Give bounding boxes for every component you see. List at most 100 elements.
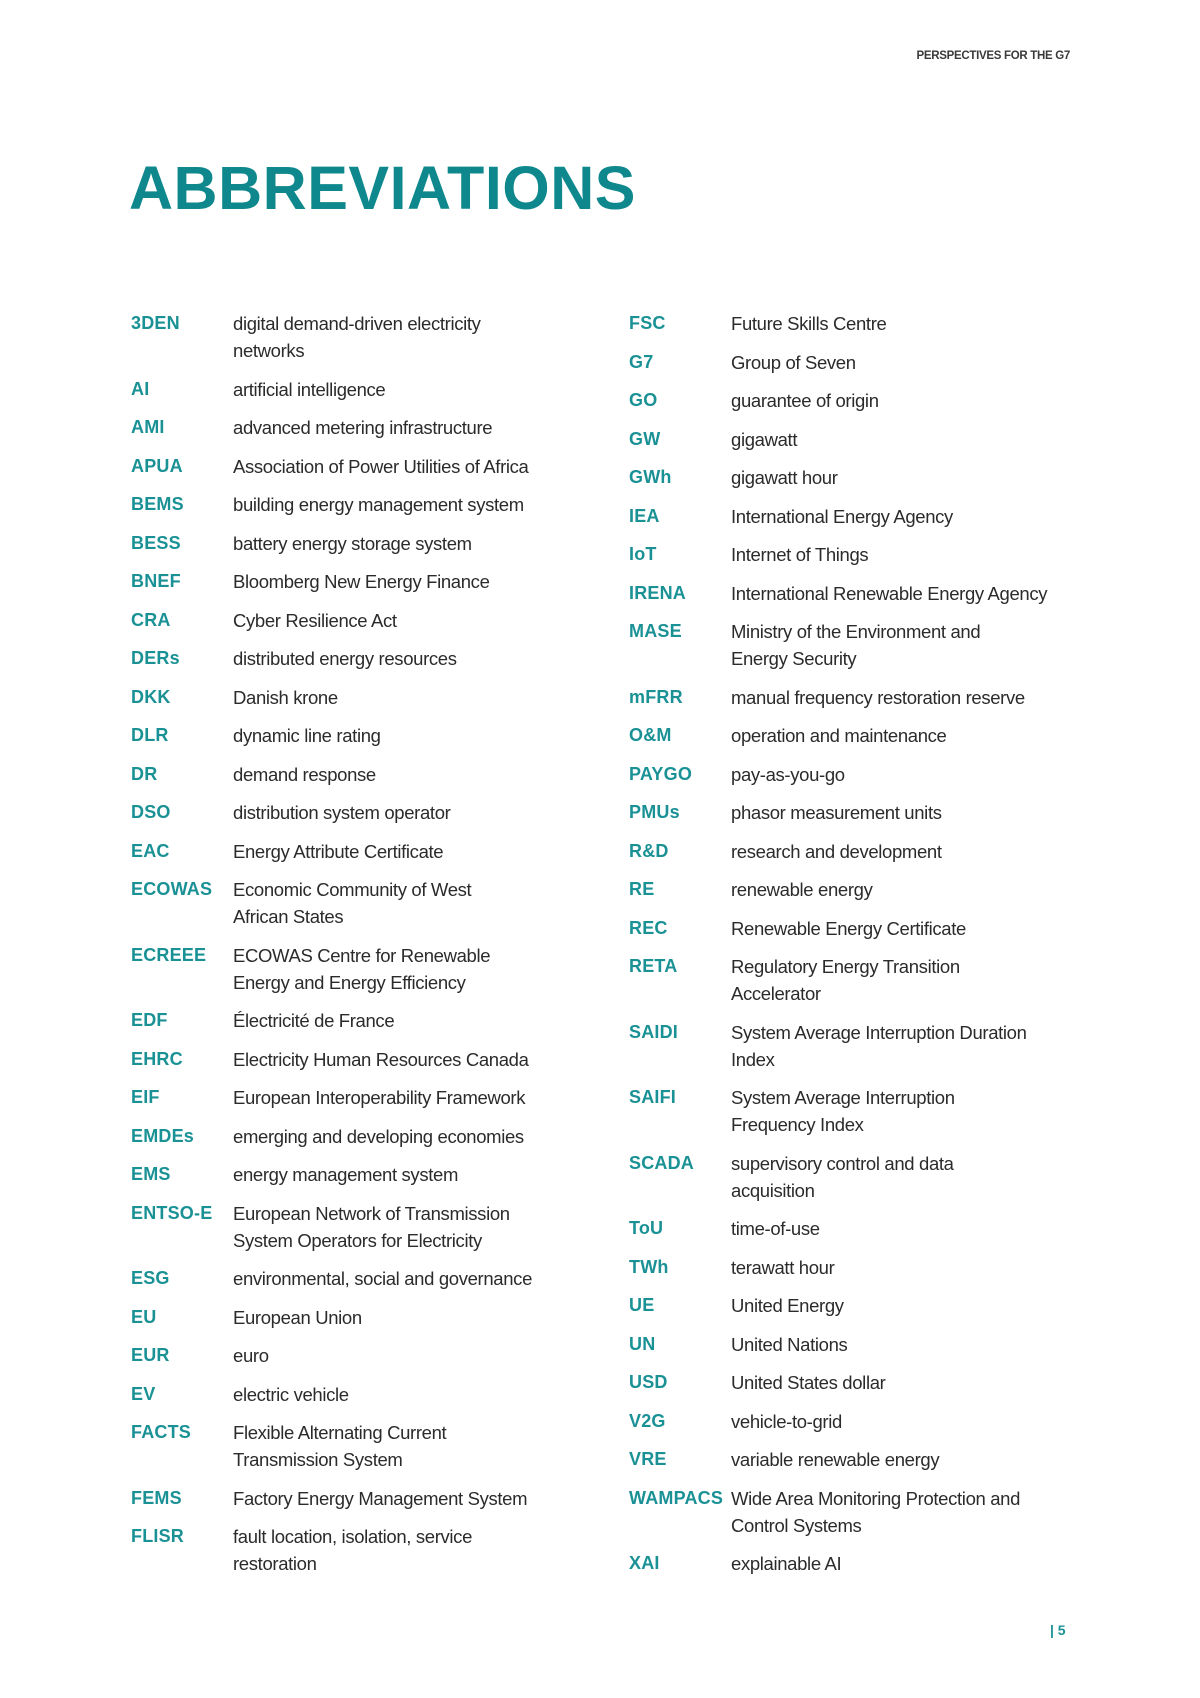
abbreviation-entry: ESG environmental, social and governance <box>131 1265 611 1292</box>
abbreviation-definition: ECOWAS Centre for Renewable Energy and E… <box>233 944 491 993</box>
abbreviation-term: FEMS <box>131 1487 182 1508</box>
abbreviation-term: G7 <box>629 351 654 372</box>
abbreviations-right-column: FSC Future Skills Centre G7 Group of Seven G… <box>629 310 1109 1589</box>
abbreviation-entry: EMDEs emerging and developing economies <box>131 1123 611 1150</box>
abbreviation-entry: BEMS building energy management system <box>131 491 611 518</box>
abbreviation-entry: FLISR fault location, isolation, service … <box>131 1523 611 1577</box>
abbreviation-entry: GWh gigawatt hour <box>629 464 1109 491</box>
abbreviation-definition: artificial intelligence <box>233 378 386 400</box>
abbreviation-term: IoT <box>629 544 657 564</box>
abbreviation-term: PAYGO <box>629 763 693 784</box>
abbreviation-term: GO <box>629 390 658 410</box>
abbreviation-definition: Energy Attribute Certificate <box>233 840 444 862</box>
abbreviation-definition: operation and maintenance <box>731 725 947 746</box>
abbreviation-definition: Bloomberg New Energy Finance <box>233 571 490 592</box>
abbreviation-term: IEA <box>629 505 660 526</box>
abbreviation-definition: International Energy Agency <box>731 505 953 527</box>
abbreviation-definition: pay-as-you-go <box>731 763 845 785</box>
abbreviation-term: DERs <box>131 648 180 668</box>
abbreviation-term: APUA <box>131 455 183 476</box>
abbreviation-entry: V2G vehicle-to-grid <box>629 1408 1109 1435</box>
abbreviation-definition: European Union <box>233 1306 362 1328</box>
abbreviation-definition: renewable energy <box>731 879 873 900</box>
abbreviation-definition: Danish krone <box>233 686 338 708</box>
abbreviation-entry: UE United Energy <box>629 1292 1109 1319</box>
abbreviation-definition: Ministry of the Environment and Energy S… <box>731 621 981 669</box>
abbreviation-definition: European Interoperability Framework <box>233 1087 526 1108</box>
abbreviation-definition: euro <box>233 1345 269 1366</box>
abbreviation-entry: EMS energy management system <box>131 1161 611 1188</box>
abbreviation-term: SAIDI <box>629 1021 679 1042</box>
abbreviation-term: EHRC <box>131 1048 183 1069</box>
abbreviation-entry: G7 Group of Seven <box>629 349 1109 376</box>
abbreviation-definition: dynamic line rating <box>233 725 381 746</box>
abbreviation-term: UN <box>629 1333 656 1354</box>
abbreviation-term: DKK <box>131 686 171 707</box>
running-header: PERSPECTIVES FOR THE G7 <box>916 50 1071 62</box>
abbreviation-definition: Renewable Energy Certificate <box>731 917 966 939</box>
abbreviation-term: mFRR <box>629 686 683 707</box>
abbreviation-definition: electric vehicle <box>233 1383 349 1405</box>
abbreviation-definition: distributed energy resources <box>233 648 457 669</box>
abbreviation-definition: digital demand-driven electricity networ… <box>233 313 481 361</box>
abbreviation-term: MASE <box>629 621 682 641</box>
abbreviation-entry: PMUs phasor measurement units <box>629 799 1109 826</box>
abbreviation-term: RETA <box>629 956 678 976</box>
abbreviation-definition: emerging and developing economies <box>233 1125 524 1147</box>
abbreviation-definition: supervisory control and data acquisition <box>731 1152 954 1201</box>
abbreviation-entry: EDF Électricité de France <box>131 1007 611 1034</box>
abbreviation-definition: Wide Area Monitoring Protection and Cont… <box>731 1487 1021 1536</box>
abbreviation-term: ECOWAS <box>131 879 213 899</box>
abbreviation-entry: DSO distribution system operator <box>131 799 611 826</box>
abbreviation-entry: R&D research and development <box>629 838 1109 865</box>
abbreviation-entry: EU European Union <box>131 1304 611 1331</box>
abbreviation-entry: MASE Ministry of the Environment and Ener… <box>629 618 1109 672</box>
abbreviation-term: BNEF <box>131 571 181 591</box>
abbreviation-term: ESG <box>131 1268 170 1288</box>
abbreviation-definition: building energy management system <box>233 494 524 515</box>
abbreviation-entry: XAI explainable AI <box>629 1550 1109 1577</box>
abbreviation-term: FSC <box>629 313 666 333</box>
abbreviation-term: 3DEN <box>131 313 180 333</box>
abbreviation-term: EMDEs <box>131 1125 195 1146</box>
abbreviation-entry: 3DEN digital demand-driven electricity ne… <box>131 310 611 364</box>
abbreviation-entry: IEA International Energy Agency <box>629 503 1109 530</box>
abbreviation-term: DSO <box>131 802 171 822</box>
abbreviation-entry: ECREEE ECOWAS Centre for Renewable Energy… <box>131 942 611 996</box>
abbreviation-definition: Cyber Resilience Act <box>233 609 397 631</box>
abbreviation-entry: EV electric vehicle <box>131 1381 611 1408</box>
abbreviation-term: SCADA <box>629 1152 695 1173</box>
abbreviation-term: TWh <box>629 1256 669 1277</box>
abbreviation-definition: advanced metering infrastructure <box>233 417 493 438</box>
abbreviation-definition: vehicle-to-grid <box>731 1410 842 1432</box>
abbreviation-definition: Internet of Things <box>731 544 869 565</box>
abbreviation-term: AMI <box>131 417 165 437</box>
abbreviation-entry: SAIFI System Average Interruption Frequen… <box>629 1084 1109 1138</box>
abbreviation-definition: Group of Seven <box>731 351 856 373</box>
abbreviation-term: O&M <box>629 725 672 745</box>
abbreviation-definition: Association of Power Utilities of Africa <box>233 455 529 477</box>
abbreviation-term: FLISR <box>131 1526 184 1546</box>
abbreviation-definition: United States dollar <box>731 1372 886 1393</box>
abbreviation-definition: variable renewable energy <box>731 1449 940 1470</box>
abbreviation-entry: O&M operation and maintenance <box>629 722 1109 749</box>
abbreviation-entry: EAC Energy Attribute Certificate <box>131 838 611 865</box>
abbreviation-definition: Future Skills Centre <box>731 313 887 334</box>
abbreviation-entry: APUA Association of Power Utilities of Af… <box>131 453 611 480</box>
abbreviation-definition: terawatt hour <box>731 1256 835 1278</box>
abbreviation-term: DR <box>131 763 158 784</box>
abbreviation-definition: International Renewable Energy Agency <box>731 582 1048 604</box>
abbreviation-entry: ECOWAS Economic Community of West African… <box>131 876 611 930</box>
abbreviation-entry: GO guarantee of origin <box>629 387 1109 414</box>
abbreviation-term: EAC <box>131 840 170 861</box>
abbreviation-entry: IoT Internet of Things <box>629 541 1109 568</box>
abbreviation-entry: ToU time-of-use <box>629 1215 1109 1242</box>
abbreviation-entry: BNEF Bloomberg New Energy Finance <box>131 568 611 595</box>
abbreviation-entry: AI artificial intelligence <box>131 376 611 403</box>
abbreviation-term: ToU <box>629 1218 664 1238</box>
page-number: | 5 <box>1050 1622 1066 1638</box>
abbreviation-entry: BESS battery energy storage system <box>131 530 611 557</box>
abbreviation-definition: demand response <box>233 763 376 785</box>
abbreviation-definition: research and development <box>731 840 942 862</box>
abbreviation-term: VRE <box>629 1449 667 1469</box>
